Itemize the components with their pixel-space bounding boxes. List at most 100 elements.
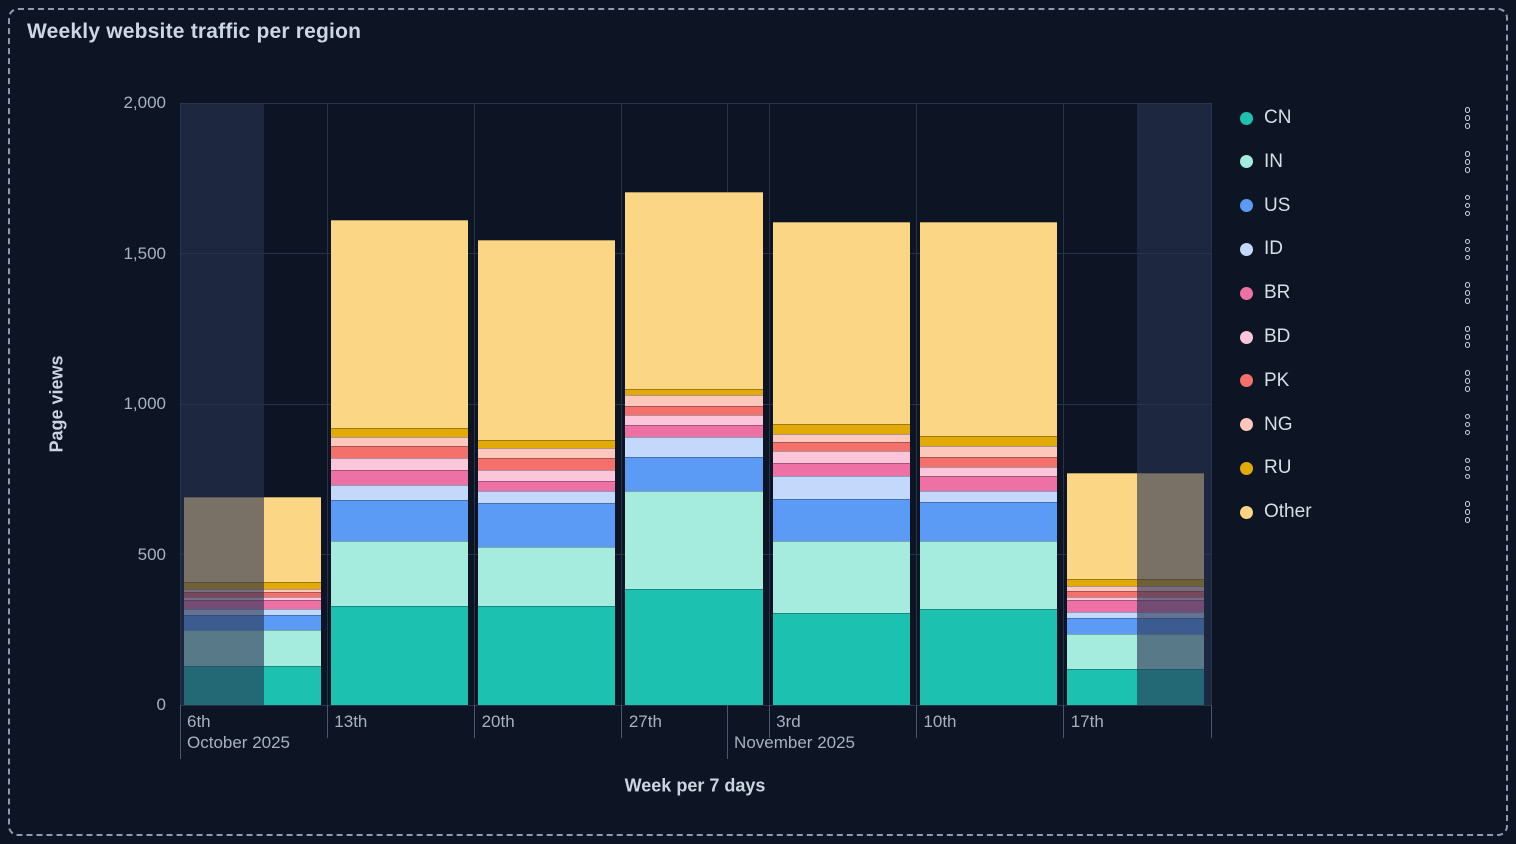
bar-segment-ru-week-13th[interactable] <box>330 428 469 438</box>
bar-segment-pk-week-17th[interactable] <box>1067 590 1205 597</box>
bar-segment-other-week-20th[interactable] <box>478 239 616 441</box>
bar-segment-ng-week-13th[interactable] <box>330 437 469 447</box>
bar-segment-bd-week-27th[interactable] <box>625 414 763 426</box>
bar-segment-id-week-20th[interactable] <box>478 491 616 504</box>
legend-item-in[interactable]: IN <box>1240 148 1472 176</box>
legend-label[interactable]: ID <box>1264 238 1283 260</box>
bar-segment-ng-week-17th[interactable] <box>1067 586 1205 591</box>
bar-segment-br-week-20th[interactable] <box>478 480 616 492</box>
bar-segment-us-week-27th[interactable] <box>625 456 763 492</box>
bar-segment-ng-week-20th[interactable] <box>478 447 616 459</box>
bar-segment-br-week-13th[interactable] <box>330 470 469 486</box>
bar-segment-ng-week-3rd[interactable] <box>772 434 910 442</box>
bar-segment-br-week-17th[interactable] <box>1067 599 1205 612</box>
bar-segment-id-week-10th[interactable] <box>919 491 1058 502</box>
bar-segment-other-week-10th[interactable] <box>919 221 1058 436</box>
bar-segment-br-week-27th[interactable] <box>625 425 763 438</box>
legend-label[interactable]: BD <box>1264 326 1291 347</box>
bar-segment-us-week-20th[interactable] <box>478 503 616 547</box>
kebab-menu-icon[interactable] <box>1463 149 1473 175</box>
bar-segment-us-week-10th[interactable] <box>919 501 1058 541</box>
bar-segment-id-week-27th[interactable] <box>625 437 763 457</box>
kebab-menu-icon[interactable] <box>1463 499 1473 525</box>
bar-segment-in-week-10th[interactable] <box>919 540 1058 609</box>
bar-segment-ru-week-6th[interactable] <box>183 581 321 590</box>
bar-segment-cn-week-20th[interactable] <box>478 605 616 705</box>
bar-segment-br-week-3rd[interactable] <box>772 462 910 477</box>
bar-segment-in-week-17th[interactable] <box>1067 634 1205 669</box>
legend-item-ng[interactable]: NG <box>1240 411 1472 439</box>
bar-segment-ru-week-20th[interactable] <box>478 440 616 448</box>
kebab-menu-icon[interactable] <box>1463 280 1473 306</box>
bar-segment-cn-week-10th[interactable] <box>919 608 1058 705</box>
bar-segment-bd-week-13th[interactable] <box>330 458 469 471</box>
legend-item-other[interactable]: Other <box>1240 498 1472 526</box>
bar-segment-id-week-6th[interactable] <box>183 608 321 615</box>
kebab-menu-icon[interactable] <box>1463 237 1473 263</box>
bar-segment-in-week-27th[interactable] <box>625 491 763 590</box>
bar-segment-other-week-27th[interactable] <box>625 191 763 389</box>
legend-item-id[interactable]: ID <box>1240 235 1472 263</box>
kebab-menu-icon[interactable] <box>1463 456 1473 482</box>
bar-segment-us-week-3rd[interactable] <box>772 498 910 541</box>
bar-segment-pk-week-10th[interactable] <box>919 456 1058 468</box>
bar-segment-cn-week-13th[interactable] <box>330 605 469 705</box>
legend-label[interactable]: RU <box>1264 457 1292 479</box>
legend-item-us[interactable]: US <box>1240 192 1472 220</box>
bar-segment-cn-week-3rd[interactable] <box>772 613 910 705</box>
legend-label[interactable]: CN <box>1264 107 1292 128</box>
legend-item-cn[interactable]: CN <box>1240 104 1472 132</box>
bar-segment-bd-week-3rd[interactable] <box>772 450 910 463</box>
bar-segment-cn-week-6th[interactable] <box>183 665 321 705</box>
bar-segment-br-week-10th[interactable] <box>919 476 1058 492</box>
bar-segment-ng-week-27th[interactable] <box>625 394 763 406</box>
bar-segment-other-week-13th[interactable] <box>330 220 469 429</box>
bar-segment-id-week-17th[interactable] <box>1067 611 1205 618</box>
bar-segment-ru-week-10th[interactable] <box>919 435 1058 447</box>
legend-item-ru[interactable]: RU <box>1240 454 1472 482</box>
bar-segment-ng-week-10th[interactable] <box>919 446 1058 457</box>
bar-segment-other-week-17th[interactable] <box>1067 473 1205 579</box>
bar-segment-other-week-6th[interactable] <box>183 497 321 582</box>
legend-label[interactable]: Other <box>1264 501 1312 523</box>
kebab-menu-icon[interactable] <box>1463 368 1473 394</box>
bar-segment-id-week-13th[interactable] <box>330 485 469 501</box>
bar-segment-ru-week-27th[interactable] <box>625 388 763 395</box>
legend-item-br[interactable]: BR <box>1240 279 1472 307</box>
bar-segment-in-week-20th[interactable] <box>478 546 616 606</box>
legend-label[interactable]: BR <box>1264 282 1291 304</box>
bar-segment-ru-week-3rd[interactable] <box>772 423 910 435</box>
bar-segment-us-week-6th[interactable] <box>183 614 321 630</box>
bar-segment-pk-week-3rd[interactable] <box>772 441 910 451</box>
bar-segment-pk-week-20th[interactable] <box>478 458 616 471</box>
bar-segment-bd-week-6th[interactable] <box>183 596 321 600</box>
bar-segment-bd-week-10th[interactable] <box>919 467 1058 477</box>
kebab-menu-icon[interactable] <box>1463 105 1473 131</box>
bar-segment-bd-week-17th[interactable] <box>1067 596 1205 600</box>
legend-label[interactable]: PK <box>1264 369 1290 391</box>
bar-segment-us-week-17th[interactable] <box>1067 617 1205 635</box>
kebab-menu-icon[interactable] <box>1463 412 1473 438</box>
bar-segment-us-week-13th[interactable] <box>330 500 469 541</box>
kebab-menu-icon[interactable] <box>1463 193 1473 219</box>
bar-segment-bd-week-20th[interactable] <box>478 470 616 481</box>
bar-segment-in-week-13th[interactable] <box>330 540 469 606</box>
bar-segment-cn-week-17th[interactable] <box>1067 668 1205 705</box>
bar-segment-pk-week-13th[interactable] <box>330 446 469 459</box>
bar-segment-in-week-3rd[interactable] <box>772 540 910 614</box>
bar-segment-ru-week-17th[interactable] <box>1067 578 1205 587</box>
bar-segment-id-week-3rd[interactable] <box>772 476 910 499</box>
legend-label[interactable]: IN <box>1264 150 1283 172</box>
bar-segment-cn-week-27th[interactable] <box>625 589 763 705</box>
legend-item-bd[interactable]: BD <box>1240 323 1472 351</box>
bar-segment-pk-week-27th[interactable] <box>625 405 763 415</box>
bar-segment-br-week-6th[interactable] <box>183 599 321 609</box>
kebab-menu-icon[interactable] <box>1463 324 1473 350</box>
bar-segment-other-week-3rd[interactable] <box>772 221 910 424</box>
legend-label[interactable]: NG <box>1264 413 1293 435</box>
legend-label[interactable]: US <box>1264 194 1291 216</box>
legend-item-pk[interactable]: PK <box>1240 367 1472 395</box>
bar-segment-in-week-6th[interactable] <box>183 629 321 666</box>
bar-segment-pk-week-6th[interactable] <box>183 592 321 597</box>
bar-segment-ng-week-6th[interactable] <box>183 589 321 593</box>
